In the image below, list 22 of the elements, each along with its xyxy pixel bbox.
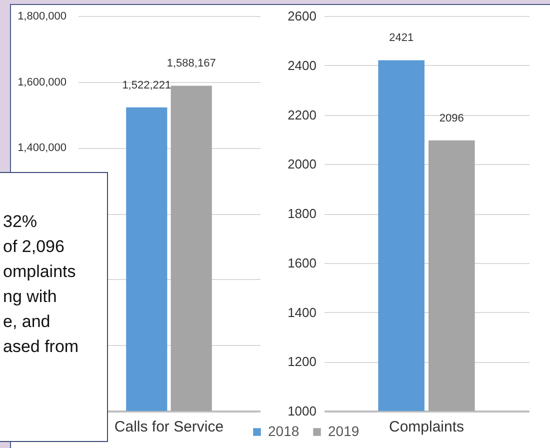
data-label: 2096 <box>439 112 464 124</box>
x-tick-label: Complaints <box>388 418 464 436</box>
y-tick-label: 1400 <box>288 304 316 320</box>
data-label: 1,522,221 <box>122 79 172 92</box>
x-tick-label: Calls for Service <box>114 418 224 436</box>
y-tick-label: 2600 <box>288 8 316 24</box>
y-tick-label: 1,600,000 <box>18 76 66 88</box>
y-tick-label: 1,400,000 <box>18 142 66 154</box>
y-tick-label: 1800 <box>288 206 316 221</box>
y-tick-label: 1600 <box>288 255 316 270</box>
legend-label: 2018 <box>268 423 300 439</box>
data-label: 2421 <box>389 32 414 44</box>
y-tick-label: 1000 <box>288 404 316 418</box>
y-tick-label: 1200 <box>288 354 316 370</box>
text-box: 32% of 2,096 omplaints ng with e, and ased from <box>0 172 108 442</box>
annotation: ased from <box>2 336 80 358</box>
y-tick-label: 1,800,000 <box>18 10 66 22</box>
legend-label: 2019 <box>328 423 360 439</box>
y-tick-label: 2000 <box>288 156 316 172</box>
y-tick-label: 2400 <box>288 58 316 73</box>
data-label: 1,588,167 <box>166 58 216 70</box>
y-tick-label: 2200 <box>288 107 316 122</box>
